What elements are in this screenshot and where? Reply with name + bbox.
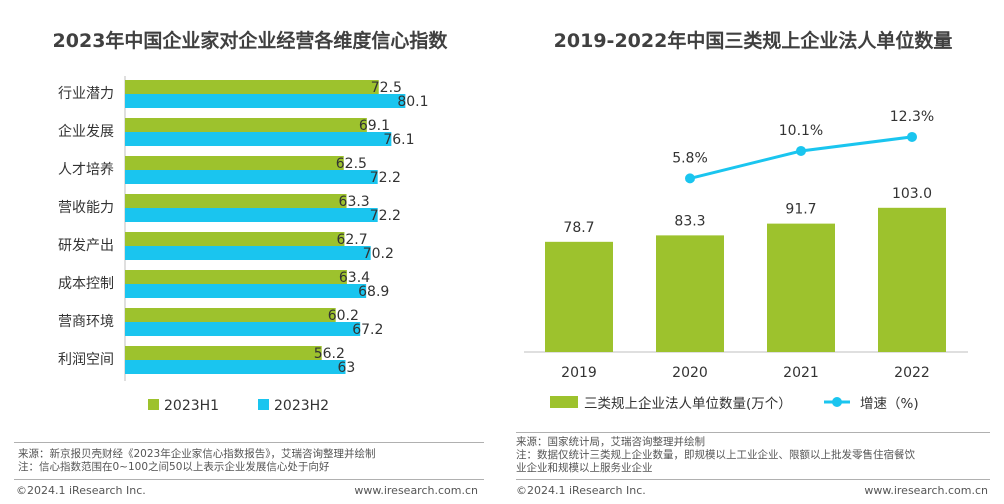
legend-swatch — [148, 399, 159, 410]
bar-2023h2 — [125, 284, 367, 298]
data-label: 62.5 — [336, 156, 367, 172]
legend-swatch — [258, 399, 269, 410]
bar-unit-count — [878, 207, 946, 352]
left-website-link[interactable]: www.iresearch.com.cn — [354, 484, 478, 497]
category-label: 成本控制 — [58, 276, 114, 292]
bar-2023h2 — [125, 132, 392, 146]
bar-2023h2 — [125, 360, 346, 374]
legend-label-bar: 三类规上企业法人单位数量(万个） — [584, 395, 792, 412]
bar-2023h2 — [125, 208, 378, 222]
legend-swatch-bar — [550, 396, 578, 408]
right-footer-divider — [516, 479, 990, 480]
legend-label: 2023H2 — [274, 398, 329, 414]
left-divider — [14, 442, 484, 443]
bar-2023h1 — [125, 346, 322, 360]
bar-unit-count — [767, 223, 835, 352]
bar-2023h1 — [125, 194, 347, 208]
bar-2023h1 — [125, 308, 336, 322]
category-label: 研发产出 — [58, 238, 114, 254]
growth-point — [796, 145, 806, 156]
category-label: 人才培养 — [58, 162, 114, 178]
bar-value-label: 91.7 — [785, 202, 816, 218]
data-label: 62.7 — [336, 232, 367, 248]
data-label: 60.2 — [328, 308, 359, 324]
data-label: 76.1 — [383, 132, 414, 148]
bar-2023h1 — [125, 232, 345, 246]
bar-unit-count — [545, 241, 613, 352]
category-label: 企业发展 — [58, 123, 114, 140]
category-label: 营商环境 — [58, 314, 114, 330]
growth-label: 10.1% — [779, 123, 823, 139]
data-label: 70.2 — [363, 246, 394, 262]
data-label: 72.5 — [371, 80, 402, 96]
bar-2023h1 — [125, 118, 367, 132]
bar-2023h2 — [125, 322, 361, 336]
left-note: 注：信心指数范围在0~100之间50以上表示企业发展信心处于向好 — [18, 461, 330, 473]
right-source: 来源：国家统计局，艾瑞咨询整理并绘制 — [516, 436, 705, 448]
growth-line — [689, 135, 913, 180]
data-label: 80.1 — [397, 94, 428, 110]
bar-2023h1 — [125, 80, 379, 94]
x-tick-label: 2019 — [561, 365, 597, 381]
x-tick-label: 2020 — [672, 365, 708, 381]
growth-label: 5.8% — [672, 150, 708, 166]
right-website-link[interactable]: www.iresearch.com.cn — [864, 484, 988, 497]
data-label: 63 — [338, 360, 356, 376]
bar-2023h1 — [125, 270, 347, 284]
right-note-line2: 业企业和规模以上服务业企业 — [516, 462, 653, 474]
growth-point — [685, 173, 695, 184]
right-panel: 2019-2022年中国三类规上企业法人单位数量 78.7 2019 83.3 202… — [502, 0, 1004, 504]
data-label: 56.2 — [314, 346, 345, 362]
bar-value-label: 103.0 — [892, 186, 932, 202]
data-label: 69.1 — [359, 118, 390, 134]
left-chart-title: 2023年中国企业家对企业经营各维度信心指数 — [52, 30, 448, 52]
data-label: 63.4 — [339, 270, 370, 286]
left-footer-divider — [14, 479, 484, 480]
growth-point — [907, 131, 917, 142]
x-tick-label: 2022 — [894, 365, 930, 381]
category-label: 利润空间 — [58, 352, 114, 368]
bar-unit-count — [656, 235, 724, 352]
growth-label: 12.3% — [890, 109, 934, 125]
bar-2023h2 — [125, 94, 406, 108]
data-label: 68.9 — [358, 284, 389, 300]
left-source: 来源：新京报贝壳财经《2023年企业家信心指数报告》，艾瑞咨询整理并绘制 — [18, 448, 376, 460]
right-divider — [516, 432, 990, 433]
bar-2023h2 — [125, 246, 371, 260]
bar-value-label: 78.7 — [563, 220, 594, 236]
bar-value-label: 83.3 — [674, 213, 705, 229]
data-label: 63.3 — [339, 194, 370, 210]
bar-2023h1 — [125, 156, 344, 170]
left-panel: 2023年中国企业家对企业经营各维度信心指数 行业潜力 72.5 80.1 企业发展 6… — [0, 0, 500, 504]
category-label: 行业潜力 — [58, 86, 114, 102]
legend-label: 2023H1 — [164, 398, 219, 414]
right-chart-title: 2019-2022年中国三类规上企业法人单位数量 — [553, 30, 953, 52]
data-label: 67.2 — [352, 322, 383, 338]
data-label: 72.2 — [370, 208, 401, 224]
left-copyright: ©2024.1 iResearch Inc. — [16, 484, 146, 497]
right-note-line1: 注：数据仅统计三类规上企业数量，即规模以上工业企业、限额以上批发零售住宿餐饮 — [516, 449, 915, 461]
x-tick-label: 2021 — [783, 365, 819, 381]
right-copyright: ©2024.1 iResearch Inc. — [516, 484, 646, 497]
category-label: 营收能力 — [58, 200, 114, 216]
legend-label-line: 增速（%) — [860, 396, 919, 412]
bar-2023h2 — [125, 170, 378, 184]
data-label: 72.2 — [370, 170, 401, 186]
legend-marker — [832, 397, 842, 407]
right-chart: 78.7 2019 83.3 2020 91.7 2021 103.0 2022 5.8% 10.… — [524, 109, 968, 412]
